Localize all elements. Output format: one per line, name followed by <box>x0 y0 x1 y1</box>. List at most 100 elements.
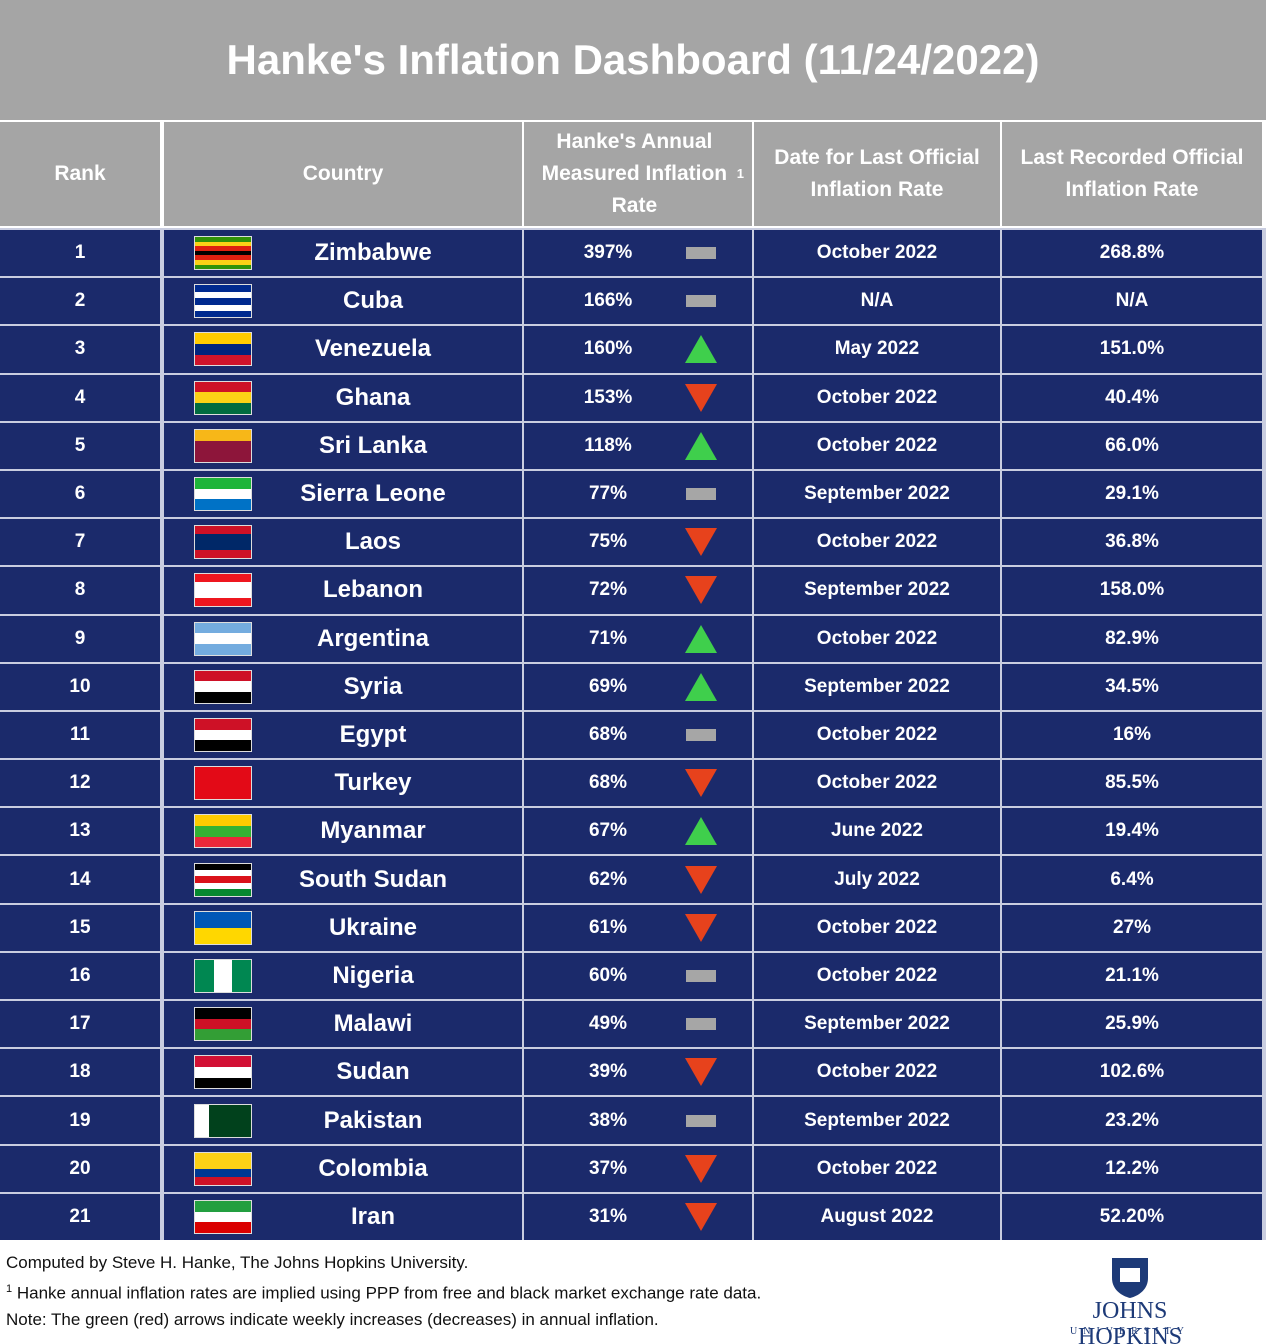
cell: 160% <box>524 326 752 373</box>
cell: 1 <box>0 230 160 277</box>
country: Sudan <box>336 1058 410 1086</box>
flag <box>194 669 252 704</box>
cell: Myanmar <box>164 808 522 855</box>
flag-stripe <box>195 1160 251 1169</box>
trend-flat <box>686 728 716 741</box>
flag-stripe <box>195 1067 251 1078</box>
country: Egypt <box>339 720 407 748</box>
trend-icon <box>685 1202 717 1231</box>
cell: 14 <box>0 856 160 903</box>
flag-stripe <box>195 911 251 928</box>
cell: October 2022 <box>754 519 1000 566</box>
country: Ghana <box>335 383 411 411</box>
cell: October 2022 <box>754 374 1000 421</box>
flag-stripe <box>195 381 251 393</box>
trend-up <box>685 624 717 653</box>
cell: 9 <box>0 615 160 662</box>
cell: 2 <box>0 278 160 325</box>
trend-icon <box>686 1114 716 1127</box>
cell-text: 68% <box>588 772 628 794</box>
flag <box>194 814 252 849</box>
cell: South Sudan <box>164 856 522 903</box>
cell-text: October 2022 <box>816 386 938 408</box>
cell-text: 39% <box>588 1061 628 1083</box>
flag-stripe <box>195 264 251 270</box>
cell: Zimbabwe <box>164 230 522 277</box>
cell: 5 <box>0 422 160 469</box>
cell: 16% <box>1002 711 1262 759</box>
note: Note: The green (red) arrows indicate we… <box>6 1309 659 1329</box>
cell: 3 <box>0 326 160 373</box>
column-header: Country <box>164 122 522 226</box>
cell: 15 <box>0 904 160 951</box>
cell-text: N/A <box>860 290 894 312</box>
flag-stripe <box>195 718 251 730</box>
cell: 16 <box>0 952 160 1000</box>
cell-text: 166% <box>583 290 633 312</box>
trend-icon <box>685 576 717 605</box>
flag-stripe <box>195 246 251 251</box>
trend-icon <box>686 247 716 260</box>
cell: 19 <box>0 1097 160 1144</box>
cell: 66.0% <box>1002 422 1262 469</box>
cell-text: 118% <box>584 434 632 456</box>
trend-down <box>685 576 717 605</box>
flag-stripe <box>195 826 251 837</box>
cell-text: 18 <box>69 1061 91 1083</box>
flag <box>194 380 252 415</box>
flag-stripe <box>195 429 251 441</box>
flag-stripe <box>195 1104 209 1137</box>
cell-text: September 2022 <box>804 579 950 601</box>
cell: October 2022 <box>754 230 1000 277</box>
cell: Venezuela <box>164 326 522 373</box>
flag <box>194 1199 252 1234</box>
flag-stripe <box>195 882 251 890</box>
flag <box>194 862 252 897</box>
country: Syria <box>343 672 403 700</box>
cell-text: 21.1% <box>1105 964 1159 986</box>
flag-stripe <box>195 1152 251 1161</box>
cell: 151.0% <box>1002 326 1262 373</box>
cell: Turkey <box>164 760 522 807</box>
cell: October 2022 <box>754 422 1000 469</box>
cell-text: 6.4% <box>1110 868 1154 890</box>
cell-text: 31% <box>588 1205 628 1227</box>
flag <box>194 284 252 319</box>
cell: 12.2% <box>1002 1145 1262 1192</box>
cell-text: 67% <box>588 820 628 842</box>
cell: August 2022 <box>754 1193 1000 1240</box>
cell-text: May 2022 <box>834 338 920 360</box>
flag-stripe <box>237 1104 251 1137</box>
country: Nigeria <box>332 961 414 989</box>
flag-stripe <box>195 633 251 644</box>
trend-icon <box>685 528 717 557</box>
trend-icon <box>685 1058 717 1087</box>
cell-text: 10 <box>69 675 91 697</box>
cell: June 2022 <box>754 808 1000 855</box>
footer: Computed by Steve H. Hanke, The Johns Ho… <box>0 1242 1266 1344</box>
cell-text: October 2022 <box>816 242 938 264</box>
trend-icon <box>685 624 717 653</box>
trend-icon <box>686 295 716 308</box>
cell-text: October 2022 <box>816 964 938 986</box>
flag-stripe <box>195 451 251 462</box>
country: Venezuela <box>314 335 432 363</box>
cell-text: 5 <box>74 434 86 456</box>
footnote: 1 Hanke annual inflation rates are impli… <box>6 1276 1260 1307</box>
country: Pakistan <box>323 1106 423 1134</box>
flag <box>194 428 252 463</box>
country: Lebanon <box>323 576 423 604</box>
cell-text: 160% <box>583 338 633 360</box>
cell: 18 <box>0 1049 160 1096</box>
cell-text: 27% <box>1112 916 1152 938</box>
cell-text: 25.9% <box>1105 1013 1159 1035</box>
footnote-mark: 1 <box>6 1283 13 1295</box>
flag-stripe <box>195 440 251 452</box>
logo-sub: UNIVERSITY <box>1070 1326 1190 1337</box>
cell: 38% <box>524 1097 752 1144</box>
flag-stripe <box>195 304 251 311</box>
cell: N/A <box>754 278 1000 325</box>
cell-text: 60% <box>588 964 628 986</box>
flag-stripe <box>195 1029 251 1041</box>
cell: Colombia <box>164 1145 522 1192</box>
